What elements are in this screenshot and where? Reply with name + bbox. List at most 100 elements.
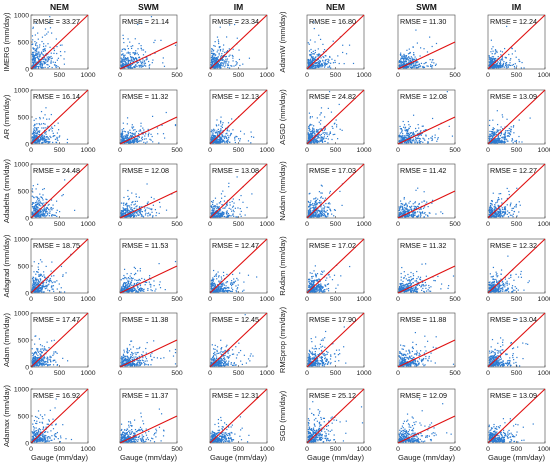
scatter-point	[307, 141, 309, 143]
scatter-point	[221, 215, 223, 217]
scatter-point	[328, 206, 330, 208]
scatter-point	[411, 142, 413, 144]
scatter-point	[134, 52, 136, 54]
scatter-point	[120, 64, 122, 66]
scatter-point	[492, 56, 495, 58]
scatter-point	[40, 66, 42, 68]
scatter-point	[50, 58, 52, 60]
scatter-point	[499, 62, 501, 64]
scatter-point	[312, 210, 314, 212]
scatter-point	[122, 128, 125, 130]
scatter-point	[121, 63, 124, 66]
scatter-point	[216, 215, 218, 217]
scatter-point	[217, 206, 219, 208]
scatter-point	[310, 52, 313, 54]
rmse-label: RMSE = 23.34	[212, 17, 259, 26]
scatter-point	[222, 213, 225, 215]
scatter-point	[157, 133, 159, 135]
scatter-point	[491, 209, 494, 212]
scatter-point	[133, 58, 135, 60]
scatter-point	[314, 211, 316, 213]
rmse-label: RMSE = 16.14	[33, 92, 80, 101]
scatter-point	[426, 65, 428, 67]
rmse-label: RMSE = 12.24	[490, 17, 537, 26]
scatter-point	[36, 141, 38, 143]
scatter-point	[136, 211, 138, 213]
scatter-point	[420, 130, 422, 132]
scatter-point	[231, 200, 233, 203]
scatter-point	[47, 53, 49, 55]
scatter-point	[41, 213, 43, 215]
scatter-point	[221, 140, 223, 142]
scatter-point	[497, 137, 499, 139]
scatter-point	[123, 208, 126, 210]
scatter-point	[334, 133, 336, 135]
scatter-point	[212, 201, 214, 204]
scatter-point	[138, 135, 140, 137]
scatter-point	[504, 133, 506, 135]
scatter-point	[420, 134, 422, 136]
scatter-point	[312, 61, 314, 64]
scatter-point	[210, 130, 212, 133]
scatter-point	[404, 216, 406, 218]
scatter-point	[497, 61, 499, 63]
scatter-point	[315, 197, 317, 199]
scatter-point	[501, 57, 503, 59]
scatter-point	[314, 130, 316, 132]
scatter-point	[162, 133, 165, 135]
scatter-point	[401, 63, 403, 66]
scatter-point	[220, 67, 222, 69]
scatter-point	[215, 60, 217, 63]
scatter-point	[215, 131, 217, 134]
scatter-point	[212, 215, 214, 217]
scatter-point	[491, 134, 493, 136]
scatter-point	[47, 137, 49, 139]
scatter-point	[33, 207, 35, 210]
scatter-point	[34, 207, 37, 209]
scatter-points	[307, 183, 344, 218]
scatter-point	[427, 65, 429, 67]
scatter-point	[217, 140, 219, 142]
scatter-point	[399, 60, 401, 62]
scatter-point	[45, 198, 47, 200]
scatter-point	[33, 54, 35, 56]
scatter-point	[502, 63, 504, 66]
scatter-point	[430, 64, 432, 66]
scatter-point	[126, 45, 129, 47]
scatter-point	[309, 203, 311, 205]
scatter-point	[405, 141, 407, 143]
scatter-point	[316, 141, 318, 143]
scatter-point	[53, 48, 55, 50]
scatter-point	[338, 62, 340, 65]
scatter-point	[139, 129, 141, 131]
scatter-point	[511, 139, 514, 141]
scatter-point	[48, 58, 50, 61]
scatter-point	[48, 215, 51, 217]
scatter-point	[495, 138, 498, 140]
scatter-point	[494, 208, 496, 210]
scatter-point	[36, 63, 38, 65]
scatter-point	[128, 198, 130, 201]
scatter-point	[320, 133, 322, 136]
scatter-point	[35, 67, 37, 69]
scatter-point	[490, 39, 492, 41]
scatter-point	[310, 210, 312, 212]
scatter-point	[317, 140, 319, 143]
scatter-point	[129, 208, 132, 210]
scatter-point	[234, 23, 236, 26]
scatter-point	[212, 133, 214, 135]
scatter-point	[403, 63, 405, 66]
scatter-point	[213, 63, 215, 65]
scatter-point	[32, 214, 34, 217]
scatter-point	[220, 141, 222, 143]
scatter-point	[147, 212, 149, 215]
scatter-point	[164, 137, 166, 139]
scatter-point	[322, 215, 325, 217]
scatter-point	[492, 65, 494, 67]
scatter-point	[143, 60, 146, 62]
scatter-point	[130, 60, 132, 62]
scatter-point	[50, 62, 52, 64]
scatter-point	[31, 61, 34, 63]
scatter-point	[420, 140, 422, 143]
scatter-point	[500, 54, 502, 56]
